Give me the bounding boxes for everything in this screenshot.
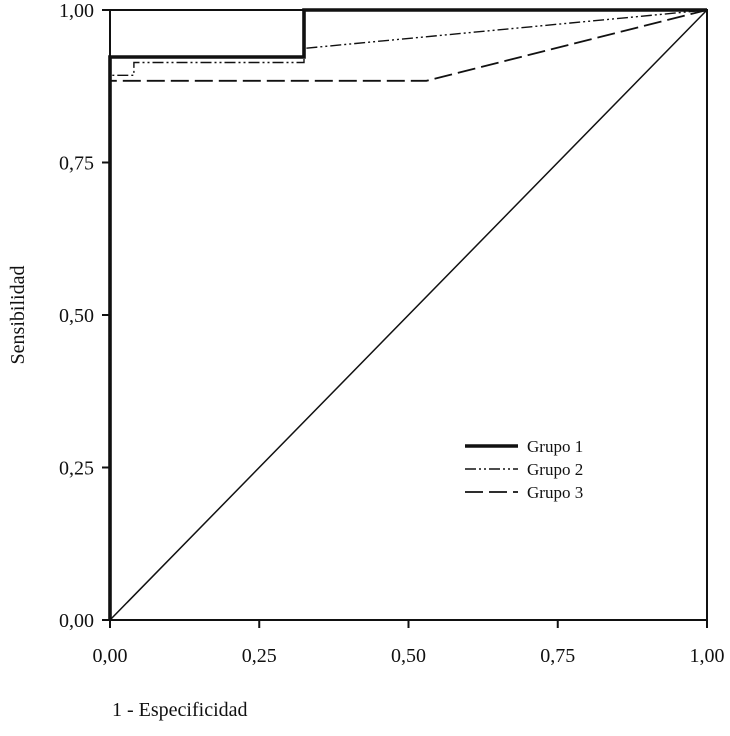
legend-label-1: Grupo 1 <box>527 437 583 456</box>
series-3-line <box>109 9 708 620</box>
x-axis-ticks: 0,00 0,25 0,50 0,75 1,00 <box>93 620 725 667</box>
x-axis-label: 1 - Especificidad <box>112 699 248 721</box>
y-axis-label: Sensibilidad <box>7 266 29 365</box>
legend-label-2: Grupo 2 <box>527 460 583 479</box>
reference-layer <box>109 9 708 621</box>
x-tick-label: 0,50 <box>391 645 426 667</box>
x-tick-label: 1,00 <box>690 645 725 667</box>
y-tick-label: 0,00 <box>59 610 94 632</box>
reference-diagonal <box>109 9 708 621</box>
series-layer <box>108 8 708 620</box>
y-tick-label: 0,75 <box>59 153 94 175</box>
y-tick-label: 0,25 <box>59 458 94 480</box>
series-2-line <box>109 9 708 620</box>
x-tick-label: 0,00 <box>93 645 128 667</box>
x-tick-label: 0,25 <box>242 645 277 667</box>
y-axis-ticks: 0,00 0,25 0,50 0,75 1,00 <box>59 0 110 632</box>
legend-label-3: Grupo 3 <box>527 483 583 502</box>
y-tick-label: 1,00 <box>59 0 94 22</box>
legend: Grupo 1 Grupo 2 Grupo 3 <box>465 437 583 502</box>
y-tick-label: 0,50 <box>59 305 94 327</box>
x-tick-label: 0,75 <box>540 645 575 667</box>
